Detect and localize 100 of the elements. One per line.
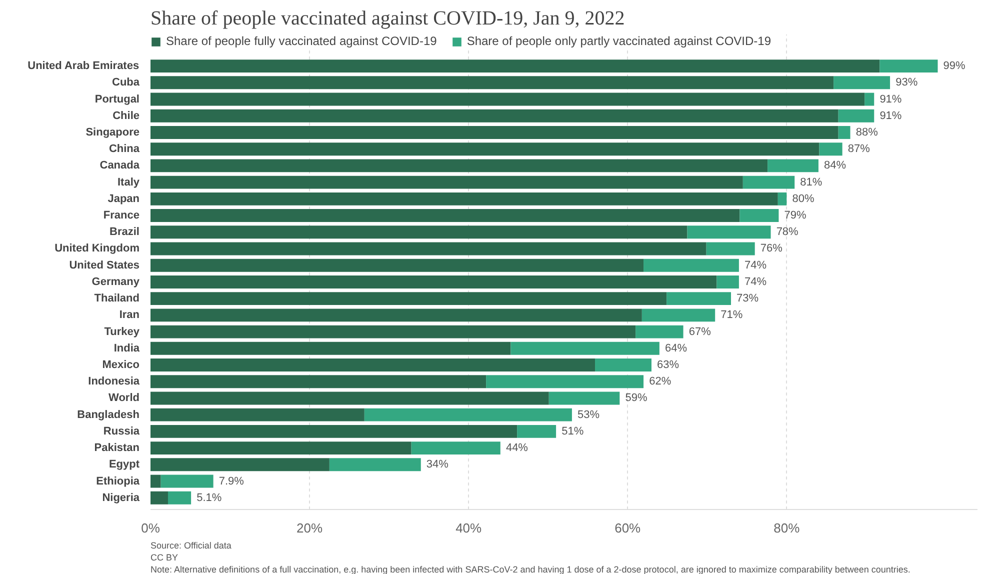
bar <box>150 408 364 422</box>
bar <box>329 458 421 472</box>
bar <box>768 159 818 172</box>
y-tick-label: Mexico <box>102 359 140 372</box>
bar <box>150 491 168 504</box>
bar <box>716 275 739 288</box>
y-tick-label: France <box>103 210 140 222</box>
bar <box>150 126 838 139</box>
x-tick-label: 40% <box>456 520 482 536</box>
source-note: Source: Official data <box>150 540 232 550</box>
y-tick-label: Brazil <box>110 226 140 238</box>
total-label: 93% <box>896 76 918 89</box>
bar <box>706 242 755 256</box>
bar <box>150 60 880 73</box>
y-tick-label: Portugal <box>94 93 140 106</box>
bar <box>486 375 644 388</box>
total-label: 80% <box>792 192 814 205</box>
text: CC BY <box>150 552 178 562</box>
total-label: 34% <box>426 458 449 471</box>
bar <box>150 76 834 90</box>
bar <box>150 176 743 189</box>
legend-label: Share of people fully vaccinated against COVID-19 <box>166 34 437 48</box>
bar <box>517 424 556 438</box>
total-label: 81% <box>800 176 822 188</box>
y-tick-label: Japan <box>108 192 140 205</box>
y-tick-label: Thailand <box>94 292 140 305</box>
bar <box>864 92 874 106</box>
bar <box>595 358 652 372</box>
y-tick-label: Turkey <box>104 326 140 338</box>
y-tick-label: Cuba <box>112 76 140 89</box>
x-tick-label: 20% <box>296 520 323 536</box>
bar <box>150 442 412 455</box>
bar <box>150 358 596 372</box>
bar <box>150 258 644 272</box>
bar <box>150 242 706 256</box>
bar <box>687 226 771 239</box>
legend-label: Share of people only partly vaccinated against COVID-19 <box>466 34 771 48</box>
bar <box>150 308 642 322</box>
bar <box>150 325 636 338</box>
bar <box>364 408 572 422</box>
total-label: 59% <box>625 392 648 404</box>
bar <box>880 60 938 73</box>
total-label: 78% <box>776 226 799 238</box>
bar <box>548 392 620 405</box>
total-label: 51% <box>562 425 584 438</box>
bar <box>838 109 874 122</box>
y-tick-label: Singapore <box>86 126 140 138</box>
bar <box>150 209 740 222</box>
bar <box>778 192 787 206</box>
bar <box>819 142 842 156</box>
total-label: 87% <box>848 143 870 156</box>
bar <box>150 109 838 122</box>
bar <box>834 76 890 90</box>
y-tick-label: World <box>108 392 140 404</box>
total-label: 5.1% <box>196 492 222 504</box>
bar <box>150 342 511 355</box>
bar <box>150 375 486 388</box>
chart-title: Share of people vaccinated against COVID-19, Jan 9, 2022 <box>150 8 625 30</box>
total-label: 7.9% <box>218 475 244 488</box>
total-label: 53% <box>578 408 600 421</box>
x-tick-label: 60% <box>614 520 642 536</box>
bar <box>150 159 768 172</box>
bar <box>838 126 850 139</box>
y-tick-label: China <box>108 143 140 156</box>
bar <box>642 308 716 322</box>
total-label: 73% <box>736 292 759 305</box>
bar <box>666 292 731 306</box>
total-label: 74% <box>744 259 767 272</box>
y-tick-label: Bangladesh <box>77 408 140 421</box>
x-tick-label: 0% <box>141 520 160 536</box>
total-label: 76% <box>760 242 783 255</box>
y-tick-label: Italy <box>117 176 140 188</box>
total-label: 63% <box>657 359 680 372</box>
total-label: 44% <box>506 442 528 454</box>
total-label: 74% <box>744 276 767 288</box>
x-tick-label: 80% <box>774 520 800 536</box>
y-tick-label: India <box>114 342 140 354</box>
bar <box>150 226 688 239</box>
bar <box>411 442 500 455</box>
bar <box>160 474 214 488</box>
total-label: 71% <box>720 309 743 322</box>
total-label: 64% <box>664 342 688 354</box>
y-tick-label: Canada <box>100 160 140 172</box>
bar <box>150 275 717 288</box>
total-label: 79% <box>784 210 807 222</box>
total-label: 99% <box>943 60 966 72</box>
bar <box>742 176 795 189</box>
bar <box>150 392 549 405</box>
y-tick-label: Ethiopia <box>96 475 140 488</box>
bar <box>150 424 518 438</box>
bar <box>150 92 865 106</box>
y-tick-label: Chile <box>112 110 140 122</box>
y-tick-label: Iran <box>119 309 140 322</box>
y-tick-label: Egypt <box>108 458 140 471</box>
bar <box>150 292 667 306</box>
bar <box>636 325 684 338</box>
bar <box>168 491 192 504</box>
y-tick-label: Germany <box>92 276 140 288</box>
total-label: 91% <box>880 110 902 122</box>
y-tick-label: Indonesia <box>88 376 140 388</box>
